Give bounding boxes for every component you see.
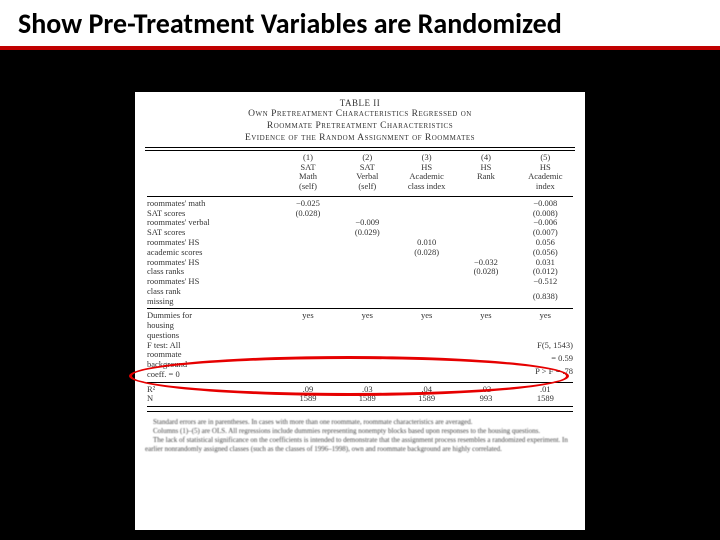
table-row: roommates' mathSAT scores−0.025−0.008	[145, 199, 575, 209]
rule	[147, 308, 573, 309]
rule	[145, 150, 575, 151]
note-line: The lack of statistical significance on …	[145, 436, 575, 454]
regression-table: (1)SATMath(self) (2)SATVerbal(self) (3)H…	[145, 153, 575, 414]
rule	[147, 382, 573, 383]
table-row: roommates' HSacademic scores0.0100.056	[145, 238, 575, 248]
table-title-line: Own Pretreatment Characteristics Regress…	[145, 109, 575, 121]
table-row: roommates' HSclass ranks−0.0320.031	[145, 258, 575, 268]
table-number: TABLE II	[145, 98, 575, 109]
n-row: N 1589 1589 1589 993 1589	[145, 394, 575, 404]
ftest-row: F test: Allroommatebackgroundcoeff. = 0 …	[145, 341, 575, 354]
col-head: (1)SATMath(self)	[278, 153, 337, 194]
rule	[145, 147, 575, 148]
column-header-row: (1)SATMath(self) (2)SATVerbal(self) (3)H…	[145, 153, 575, 194]
note-line: Standard errors are in parentheses. In c…	[145, 418, 575, 427]
col-head: (4)HSRank	[456, 153, 515, 194]
dummies-row: Dummies forhousingquestions yes yes yes …	[145, 311, 575, 340]
table-title-line: Roommate Pretreatment Characteristics	[145, 121, 575, 133]
col-head: (3)HSAcademicclass index	[397, 153, 456, 194]
col-head: (2)SATVerbal(self)	[338, 153, 397, 194]
note-line: Columns (1)–(5) are OLS. All regressions…	[145, 427, 575, 436]
rule	[147, 406, 573, 407]
rule	[147, 196, 573, 197]
slide-header: Show Pre-Treatment Variables are Randomi…	[0, 0, 720, 50]
table-notes: Standard errors are in parentheses. In c…	[145, 418, 575, 453]
table-row: roommates' HSclass rankmissing−0.512	[145, 277, 575, 292]
slide-title: Show Pre-Treatment Variables are Randomi…	[18, 8, 702, 40]
col-head: (5)HSAcademic index	[516, 153, 575, 194]
rule	[147, 411, 573, 412]
table-title-line: Evidence of the Random Assignment of Roo…	[145, 133, 575, 145]
table-caption: TABLE II Own Pretreatment Characteristic…	[145, 98, 575, 145]
table-panel: TABLE II Own Pretreatment Characteristic…	[135, 92, 585, 530]
